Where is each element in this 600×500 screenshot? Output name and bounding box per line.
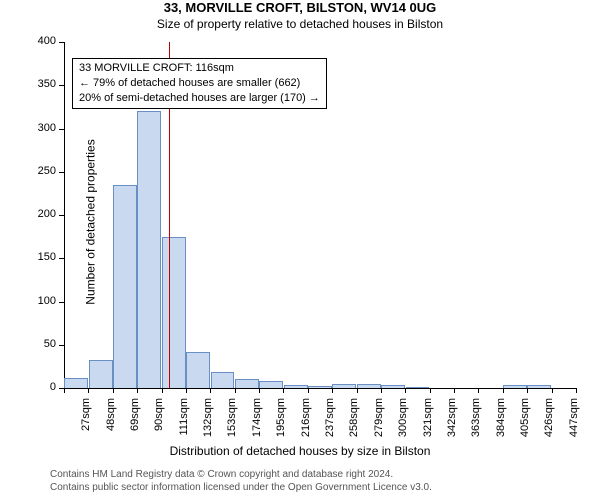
x-tick [552, 388, 553, 393]
histogram-bar [89, 360, 113, 388]
y-tick [59, 42, 64, 43]
footer-line: Contains public sector information licen… [50, 481, 432, 494]
histogram-bar [406, 387, 430, 388]
x-tick-label: 27sqm [80, 398, 92, 448]
histogram-bar [235, 379, 259, 388]
x-tick-label: 90sqm [153, 398, 165, 448]
histogram-bar [137, 111, 161, 388]
x-tick [357, 388, 358, 393]
x-tick-label: 426sqm [543, 398, 555, 448]
y-tick-label: 150 [26, 251, 56, 263]
y-tick-label: 300 [26, 122, 56, 134]
x-tick-label: 342sqm [446, 398, 458, 448]
y-tick-label: 250 [26, 165, 56, 177]
x-tick [88, 388, 89, 393]
y-tick [59, 129, 64, 130]
annotation-line: 20% of semi-detached houses are larger (… [79, 91, 320, 106]
x-tick [162, 388, 163, 393]
x-tick-label: 363sqm [470, 398, 482, 448]
x-tick-label: 279sqm [373, 398, 385, 448]
x-tick [527, 388, 528, 393]
x-tick [283, 388, 284, 393]
x-tick-label: 237sqm [324, 398, 336, 448]
x-tick [137, 388, 138, 393]
y-tick-label: 200 [26, 208, 56, 220]
x-tick [113, 388, 114, 393]
x-tick-label: 111sqm [178, 398, 190, 448]
chart-title: 33, MORVILLE CROFT, BILSTON, WV14 0UG [0, 0, 600, 15]
x-tick-label: 216sqm [300, 398, 312, 448]
x-tick-label: 132sqm [202, 398, 214, 448]
x-tick [503, 388, 504, 393]
x-tick [308, 388, 309, 393]
histogram-bar [332, 384, 356, 388]
y-tick-label: 350 [26, 78, 56, 90]
y-tick-label: 400 [26, 35, 56, 47]
x-axis [64, 388, 576, 389]
annotation-box: 33 MORVILLE CROFT: 116sqm ← 79% of detac… [72, 58, 327, 109]
y-tick [59, 258, 64, 259]
x-tick [478, 388, 479, 393]
x-tick [210, 388, 211, 393]
x-tick [259, 388, 260, 393]
x-tick-label: 48sqm [105, 398, 117, 448]
y-tick-label: 100 [26, 295, 56, 307]
y-tick [59, 302, 64, 303]
x-tick-label: 174sqm [251, 398, 263, 448]
histogram-bar [381, 385, 405, 388]
histogram-bar [308, 386, 332, 388]
x-tick [430, 388, 431, 393]
x-tick [454, 388, 455, 393]
x-tick [576, 388, 577, 393]
histogram-bar [357, 384, 381, 388]
x-tick-label: 69sqm [129, 398, 141, 448]
x-tick-label: 300sqm [397, 398, 409, 448]
y-axis [64, 42, 65, 388]
x-tick [405, 388, 406, 393]
histogram-bar [64, 378, 88, 388]
histogram-bar [503, 385, 527, 388]
x-tick [381, 388, 382, 393]
x-tick [64, 388, 65, 393]
y-tick [59, 215, 64, 216]
x-tick-label: 195sqm [275, 398, 287, 448]
y-tick [59, 85, 64, 86]
footer-line: Contains HM Land Registry data © Crown c… [50, 468, 432, 481]
y-axis-title: Number of detached properties [84, 139, 98, 304]
y-tick-label: 0 [26, 381, 56, 393]
y-tick [59, 172, 64, 173]
x-tick-label: 405sqm [519, 398, 531, 448]
chart-subtitle: Size of property relative to detached ho… [0, 17, 600, 31]
histogram-bar [186, 352, 210, 388]
histogram-bar [211, 372, 235, 388]
footer: Contains HM Land Registry data © Crown c… [50, 468, 432, 494]
annotation-line: ← 79% of detached houses are smaller (66… [79, 76, 320, 91]
x-tick-label: 321sqm [422, 398, 434, 448]
x-tick-label: 258sqm [348, 398, 360, 448]
x-tick-label: 153sqm [226, 398, 238, 448]
x-tick-label: 447sqm [568, 398, 580, 448]
y-tick-label: 50 [26, 338, 56, 350]
histogram-bar [284, 385, 308, 388]
x-tick [332, 388, 333, 393]
x-tick [235, 388, 236, 393]
x-tick-label: 384sqm [495, 398, 507, 448]
histogram-bar [259, 381, 283, 388]
histogram-bar [113, 185, 137, 388]
x-tick [186, 388, 187, 393]
histogram-bar [162, 237, 186, 388]
histogram-bar [527, 385, 551, 388]
annotation-line: 33 MORVILLE CROFT: 116sqm [79, 61, 320, 76]
y-tick [59, 345, 64, 346]
